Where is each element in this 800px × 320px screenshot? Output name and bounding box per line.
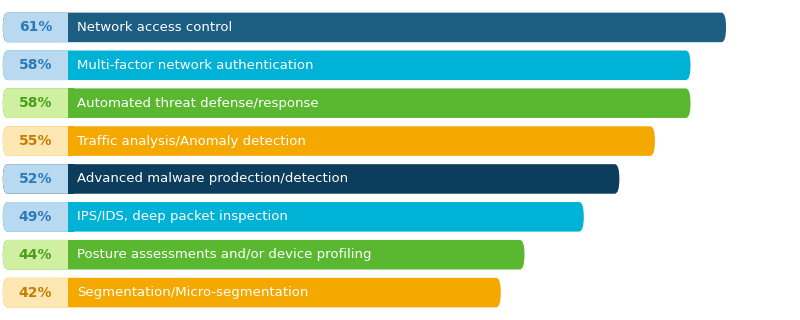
FancyBboxPatch shape <box>68 164 74 194</box>
Text: 49%: 49% <box>18 210 52 224</box>
Text: 44%: 44% <box>18 248 52 262</box>
FancyBboxPatch shape <box>68 126 74 156</box>
Text: 52%: 52% <box>18 172 52 186</box>
FancyBboxPatch shape <box>2 278 73 308</box>
FancyBboxPatch shape <box>68 51 74 80</box>
FancyBboxPatch shape <box>68 88 74 118</box>
FancyBboxPatch shape <box>68 278 74 308</box>
FancyBboxPatch shape <box>2 126 655 156</box>
FancyBboxPatch shape <box>2 12 726 42</box>
FancyBboxPatch shape <box>2 202 584 232</box>
FancyBboxPatch shape <box>68 240 74 269</box>
FancyBboxPatch shape <box>2 202 73 232</box>
FancyBboxPatch shape <box>2 278 501 308</box>
Text: Automated threat defense/response: Automated threat defense/response <box>78 97 319 110</box>
Text: Traffic analysis/Anomaly detection: Traffic analysis/Anomaly detection <box>78 134 306 148</box>
Text: Advanced malware prodection/detection: Advanced malware prodection/detection <box>78 172 349 186</box>
FancyBboxPatch shape <box>2 88 690 118</box>
Text: 58%: 58% <box>18 58 52 72</box>
FancyBboxPatch shape <box>2 240 525 269</box>
FancyBboxPatch shape <box>2 126 73 156</box>
FancyBboxPatch shape <box>2 51 690 80</box>
FancyBboxPatch shape <box>2 51 73 80</box>
FancyBboxPatch shape <box>68 202 74 232</box>
Text: Segmentation/Micro-segmentation: Segmentation/Micro-segmentation <box>78 286 309 299</box>
FancyBboxPatch shape <box>68 12 74 42</box>
Text: 42%: 42% <box>18 285 52 300</box>
Text: Posture assessments and/or device profiling: Posture assessments and/or device profil… <box>78 248 372 261</box>
FancyBboxPatch shape <box>2 240 73 269</box>
FancyBboxPatch shape <box>2 12 73 42</box>
Text: Network access control: Network access control <box>78 21 233 34</box>
FancyBboxPatch shape <box>2 164 73 194</box>
FancyBboxPatch shape <box>2 88 73 118</box>
Text: 58%: 58% <box>18 96 52 110</box>
Text: 61%: 61% <box>18 20 52 35</box>
Text: Multi-factor network authentication: Multi-factor network authentication <box>78 59 314 72</box>
Text: 55%: 55% <box>18 134 52 148</box>
Text: IPS/IDS, deep packet inspection: IPS/IDS, deep packet inspection <box>78 210 288 223</box>
FancyBboxPatch shape <box>2 164 619 194</box>
